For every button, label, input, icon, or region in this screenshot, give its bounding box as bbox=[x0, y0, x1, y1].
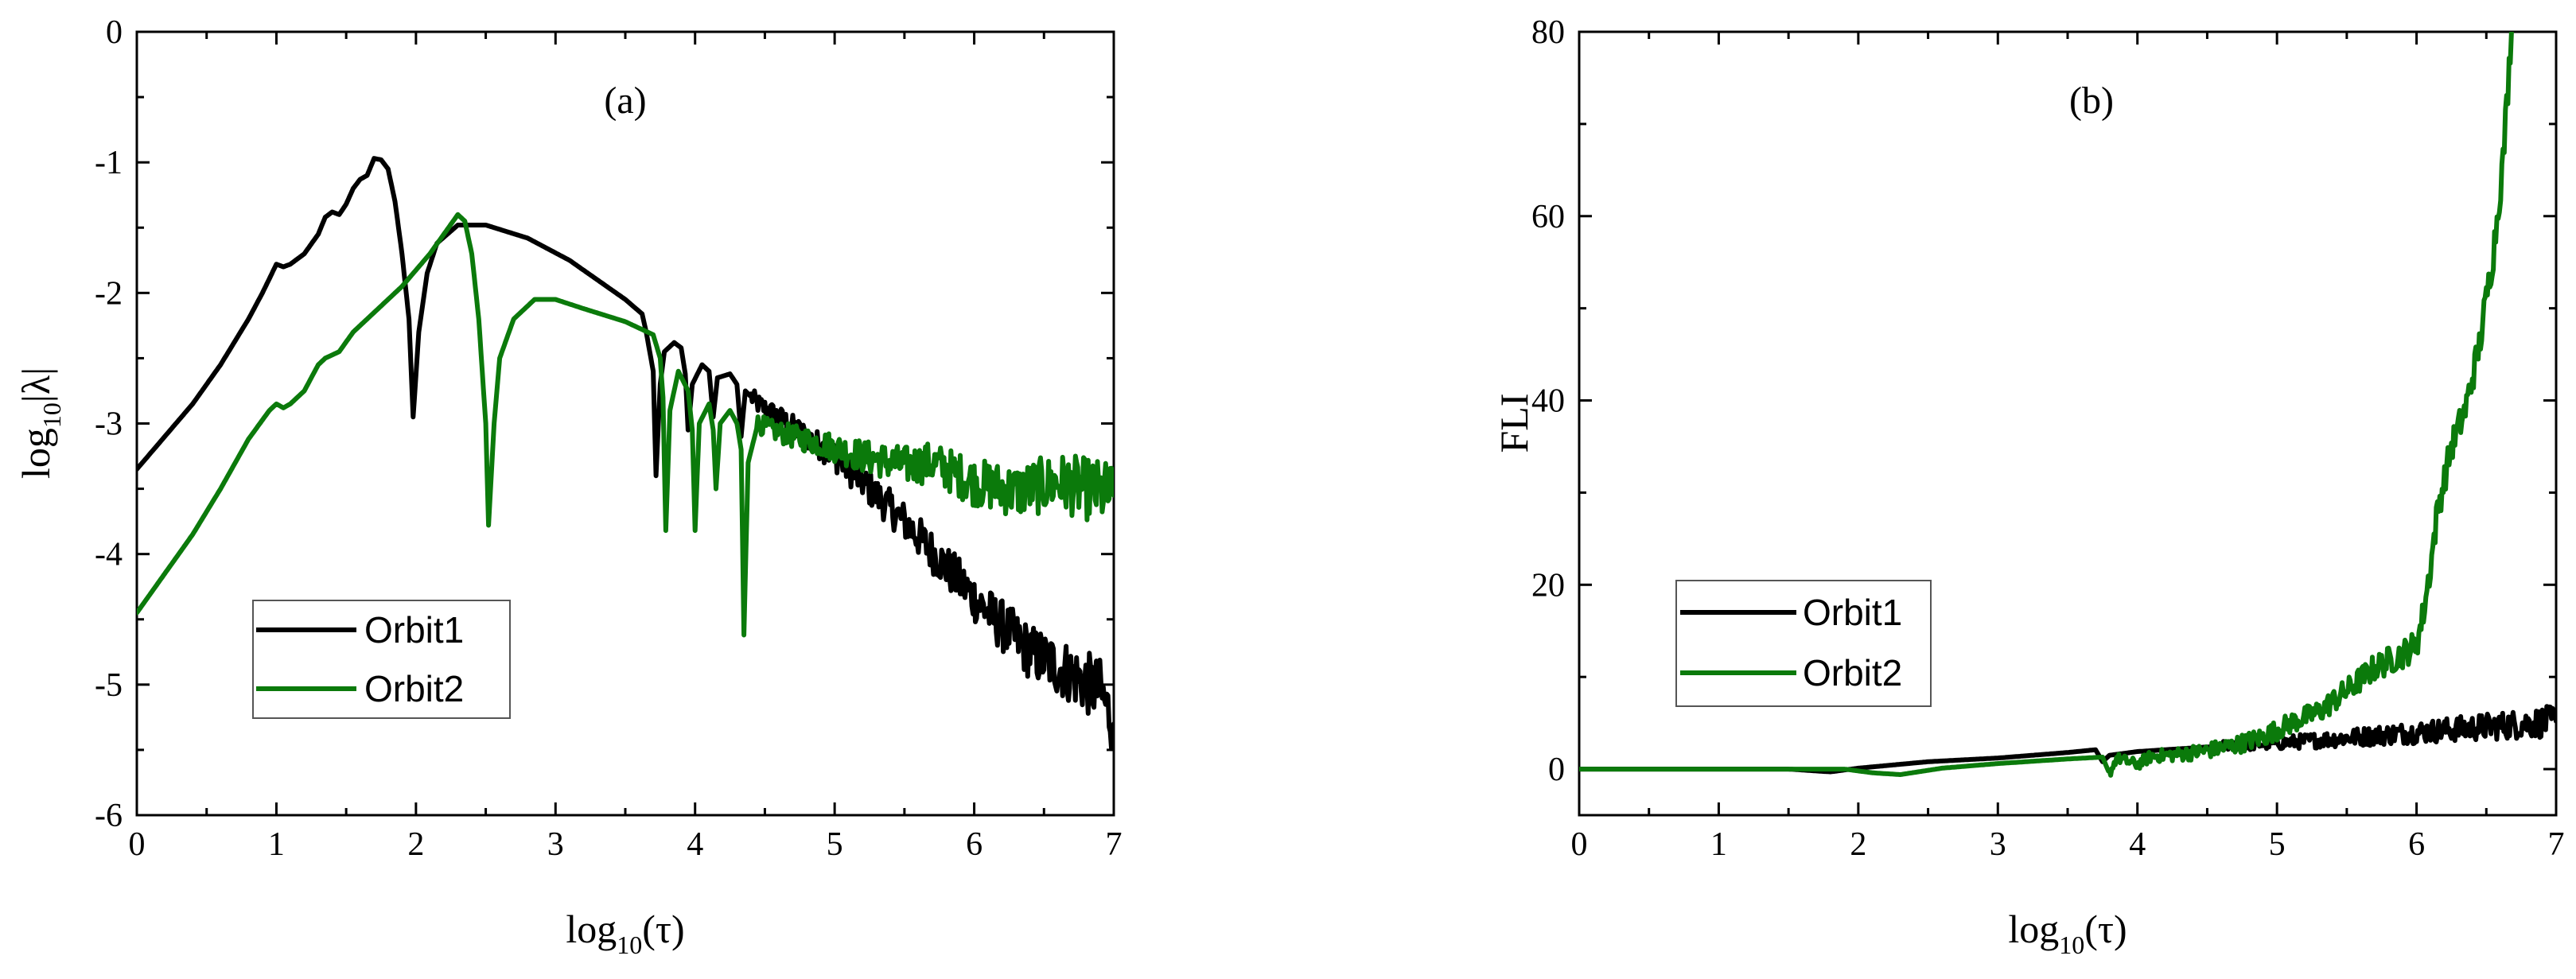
y-tick-label: -6 bbox=[95, 798, 123, 834]
y-tick-label: 40 bbox=[1531, 383, 1565, 420]
x-tick-label: 6 bbox=[2408, 826, 2425, 863]
panel-a: 0 1 2 3 4 5 6 7 -6 -5 -4 -3 -2 -1 0 (a) log10(τ) log10… bbox=[14, 14, 1123, 959]
y-tick-label: -3 bbox=[95, 406, 123, 443]
panel-a-legend: Orbit1 Orbit2 bbox=[252, 600, 511, 719]
y-tick-label: -5 bbox=[95, 667, 123, 704]
y-tick-label: 60 bbox=[1531, 199, 1565, 235]
x-tick-label: 2 bbox=[1850, 826, 1866, 863]
x-tick-label: 0 bbox=[129, 826, 146, 863]
x-tick-label: 1 bbox=[1710, 826, 1727, 863]
x-tick-label: 2 bbox=[407, 826, 424, 863]
x-tick-label: 3 bbox=[1990, 826, 2006, 863]
panel-b-legend-box bbox=[1675, 580, 1932, 707]
panel-a-legend-box bbox=[252, 600, 511, 719]
x-tick-label: 4 bbox=[2129, 826, 2146, 863]
panel-b-legend-label-orbit2: Orbit2 bbox=[1803, 652, 1902, 693]
panel-b-legend: Orbit1 Orbit2 bbox=[1675, 580, 1932, 707]
y-tick-label: 80 bbox=[1531, 14, 1565, 51]
x-tick-label: 0 bbox=[1571, 826, 1588, 863]
x-tick-label: 1 bbox=[268, 826, 285, 863]
x-tick-label: 7 bbox=[1106, 826, 1123, 863]
y-tick-label: -4 bbox=[95, 537, 123, 573]
x-tick-label: 7 bbox=[2548, 826, 2565, 863]
panel-b-ylabel: FLI bbox=[1492, 394, 1536, 453]
y-tick-label: 0 bbox=[106, 14, 123, 51]
y-tick-label: -1 bbox=[95, 145, 123, 181]
panel-a-xlabel: log10(τ) bbox=[566, 907, 684, 959]
x-tick-label: 5 bbox=[2269, 826, 2286, 863]
series-line-orbit2 bbox=[137, 212, 1114, 638]
y-tick-label: 0 bbox=[1548, 752, 1565, 788]
panel-b-xlabel: log10(τ) bbox=[2008, 907, 2127, 959]
series-line-orbit1 bbox=[137, 156, 1114, 752]
panel-a-ylabel: log10|λ| bbox=[14, 367, 66, 479]
panel-a-legend-label-orbit1: Orbit1 bbox=[364, 609, 464, 651]
series-line-orbit1 bbox=[1579, 704, 2556, 775]
y-tick-label: -2 bbox=[95, 275, 123, 312]
x-tick-label: 3 bbox=[547, 826, 564, 863]
panel-a-legend-label-orbit2: Orbit2 bbox=[364, 668, 464, 709]
x-tick-label: 6 bbox=[966, 826, 983, 863]
x-tick-label: 5 bbox=[827, 826, 843, 863]
panel-b-legend-label-orbit1: Orbit1 bbox=[1803, 592, 1902, 633]
x-tick-label: 4 bbox=[687, 826, 703, 863]
panel-b-label: (b) bbox=[2069, 80, 2114, 122]
panel-a-label: (a) bbox=[604, 80, 646, 122]
y-tick-label: 20 bbox=[1531, 567, 1565, 604]
series-line-orbit2 bbox=[1579, 32, 2514, 778]
panel-b: 0 1 2 3 4 5 6 7 0 20 40 60 80 (b) log10(τ) FLI Orbit… bbox=[1492, 14, 2565, 959]
